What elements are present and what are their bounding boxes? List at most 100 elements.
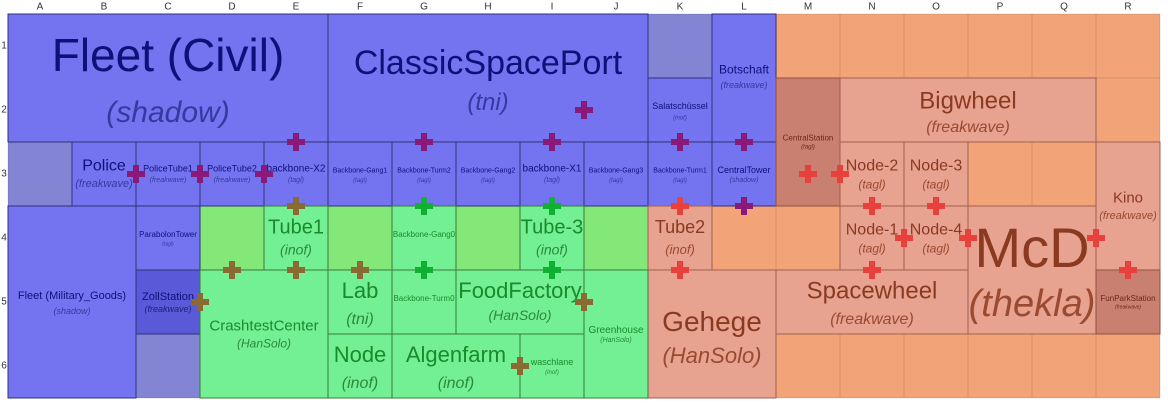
connector: [229, 261, 235, 279]
connector: [869, 261, 875, 279]
region-block: [647, 141, 713, 207]
column-label: L: [741, 2, 747, 13]
connector: [677, 261, 683, 279]
connector: [549, 133, 555, 151]
region-owner: (tagl): [922, 178, 949, 192]
region-name: PoliceTube1: [143, 163, 193, 173]
column-label: O: [932, 2, 940, 13]
connector: [197, 293, 203, 311]
region-owner: (inof): [342, 375, 378, 392]
connector: [421, 133, 427, 151]
region-owner: (freakwave): [144, 304, 191, 314]
region-block: [647, 205, 713, 271]
column-label: P: [997, 2, 1004, 13]
connector: [581, 101, 587, 119]
column-label: D: [228, 2, 235, 13]
region-block: [391, 205, 457, 271]
region-name: Node-3: [910, 158, 963, 175]
region-block: [647, 269, 777, 399]
region-name: ClassicSpacePort: [354, 44, 623, 82]
connector: [869, 197, 875, 215]
region-name: ParabolonTower: [139, 230, 197, 239]
region-name: Police: [82, 158, 126, 175]
region-owner: (shadow): [730, 177, 759, 184]
connector: [421, 197, 427, 215]
region-owner: (inof): [536, 242, 568, 258]
connector: [293, 133, 299, 151]
connector: [805, 165, 811, 183]
connector: [549, 197, 555, 215]
region-name: Backbone-Turm1: [653, 168, 707, 175]
region-name: Salatschüssel: [652, 101, 708, 111]
region-owner: (tagl): [544, 177, 560, 184]
region-block: [711, 141, 777, 207]
column-label: M: [804, 2, 812, 13]
region-name: CentralStation: [783, 133, 834, 142]
region-block: [519, 141, 585, 207]
region-owner: (freakwave): [830, 311, 914, 328]
connector: [357, 261, 363, 279]
region-block: [903, 141, 969, 207]
region-name: Backbone-Gang0: [393, 230, 456, 239]
region-name: FunParkStation: [1100, 294, 1155, 303]
connector: [517, 357, 523, 375]
connector: [837, 165, 843, 183]
connector: [965, 229, 971, 247]
region-name: PoliceTube2: [207, 163, 257, 173]
region-block: [327, 13, 649, 143]
row-label: 5: [1, 297, 7, 308]
region-name: Fleet (Civil): [52, 29, 285, 81]
region-name: backbone-X1: [523, 164, 582, 175]
region-block: [775, 269, 969, 335]
region-block: [583, 269, 649, 399]
region-block: [519, 333, 585, 399]
connector: [677, 133, 683, 151]
empty-cell: [8, 142, 72, 206]
region-block: [647, 77, 713, 143]
region-block: [391, 333, 521, 399]
region-name: Kino: [1113, 189, 1143, 206]
region-block: [711, 13, 777, 143]
region-block: [135, 141, 201, 207]
region-block: [7, 13, 329, 143]
connector: [1093, 229, 1099, 247]
connector: [741, 197, 747, 215]
column-label: I: [551, 2, 554, 13]
region-name: Node: [334, 342, 387, 367]
region-block: [903, 205, 969, 271]
row-label: 4: [1, 233, 7, 244]
region-owner: (tni): [346, 311, 374, 328]
region-owner: (tagl): [353, 178, 367, 184]
region-name: Bigwheel: [919, 88, 1016, 115]
region-block: [135, 269, 201, 335]
region-owner: (inof): [438, 375, 474, 392]
region-name: Tube1: [268, 217, 324, 239]
column-label: G: [420, 2, 428, 13]
column-label: H: [484, 2, 491, 13]
region-block: [967, 205, 1097, 335]
region-block: [839, 205, 905, 271]
region-block: [391, 269, 457, 335]
column-label: K: [677, 2, 684, 13]
column-label: A: [37, 2, 44, 13]
region-owner: (inof): [665, 242, 695, 257]
region-block: [455, 269, 585, 335]
row-label: 1: [1, 41, 7, 52]
connector: [933, 197, 939, 215]
connector: [293, 261, 299, 279]
row-label: 2: [1, 105, 7, 116]
region-block: [199, 141, 265, 207]
region-block: [199, 269, 329, 399]
region-owner: (shadow): [106, 96, 229, 129]
region-owner: (freakwave): [150, 177, 187, 184]
column-label: F: [357, 2, 363, 13]
column-label: N: [868, 2, 875, 13]
empty-cell: [648, 14, 712, 78]
region-name: FoodFactory: [458, 278, 582, 303]
connector: [1125, 261, 1131, 279]
region-owner: (tagl): [922, 242, 949, 256]
connector: [677, 197, 683, 215]
